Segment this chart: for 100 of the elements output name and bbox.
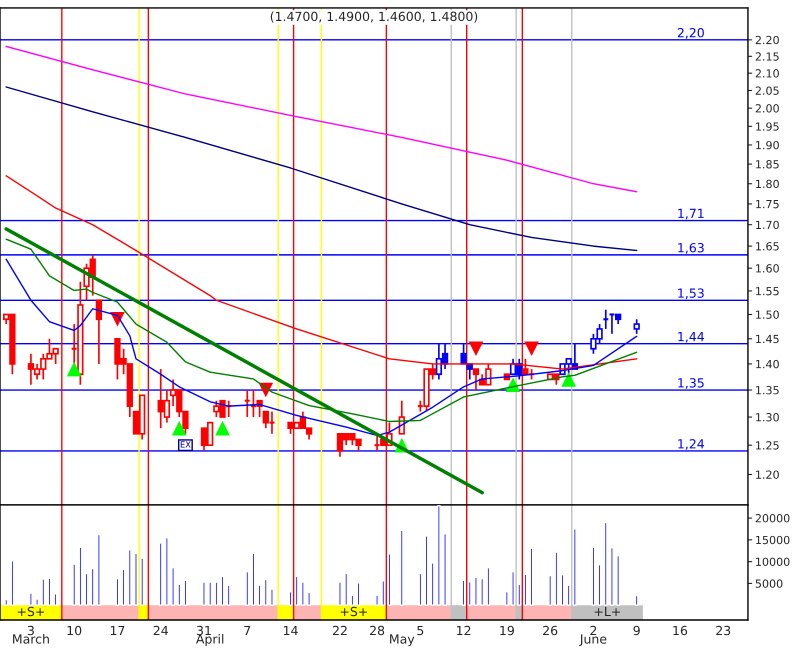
bar <box>344 572 348 606</box>
bar <box>530 547 534 606</box>
bar <box>554 551 558 606</box>
y-tick-label: 1.60 <box>756 264 779 273</box>
y-tick-label: 1.65 <box>756 242 779 251</box>
bar <box>214 581 218 606</box>
x-tick-label: 31 <box>196 626 211 636</box>
x-tick-label: 19 <box>500 626 514 636</box>
y-tick-label: 1.20 <box>756 470 779 479</box>
y-tick-label: 1.30 <box>756 413 779 422</box>
band-label: +L+ <box>594 606 620 616</box>
y-tick-label: 1.95 <box>756 122 779 131</box>
bar <box>97 534 101 606</box>
y-tick-label: 1.75 <box>756 200 779 208</box>
ref-line-label: 1,53 <box>678 288 704 300</box>
bar <box>220 576 224 606</box>
y-tick-label: 1.45 <box>756 334 779 344</box>
bar <box>443 533 447 606</box>
point <box>172 420 187 436</box>
bar <box>202 581 206 606</box>
point <box>66 362 82 376</box>
y-tick-label: 2.15 <box>756 52 779 61</box>
x-tick-label: 14 <box>284 626 298 636</box>
bar <box>375 594 379 606</box>
y-tick-label: 1.85 <box>756 160 779 168</box>
y-tick-label: 1.25 <box>756 441 779 450</box>
bar <box>35 598 39 606</box>
point <box>524 341 539 356</box>
bar <box>122 568 126 606</box>
bar <box>171 567 175 606</box>
bar <box>462 580 466 606</box>
bar <box>84 572 88 606</box>
ref-line-label: 1,44 <box>678 332 704 343</box>
point <box>561 372 576 387</box>
bar <box>418 572 422 606</box>
point <box>215 420 230 436</box>
x-tick-label: 17 <box>110 626 124 636</box>
bar <box>634 594 638 606</box>
candlestick <box>602 308 610 330</box>
ref-line-label: 1,35 <box>678 378 704 389</box>
y-tick-label: 5000 <box>756 579 782 588</box>
bar <box>486 567 490 606</box>
y-tick-label: 1.90 <box>756 140 779 150</box>
bar <box>307 591 311 606</box>
x2-tick-label: April <box>196 634 224 646</box>
y-tick-label: 1.70 <box>756 220 779 230</box>
bar <box>29 592 33 606</box>
bar <box>208 581 212 606</box>
y-tick-label: 2.20 <box>756 36 779 44</box>
x-tick-label: 26 <box>543 626 558 636</box>
chart-title: (1.4700, 1.4900, 1.4600, 1.4800) <box>270 11 478 23</box>
x-tick-label: 16 <box>673 626 688 636</box>
bar <box>116 578 120 606</box>
bar <box>134 552 138 606</box>
candlestick <box>472 368 480 391</box>
x-tick-label: 12 <box>457 626 470 636</box>
x2-tick-label: June <box>579 634 606 646</box>
ref-line-label: 1,24 <box>678 439 704 450</box>
y-tick-label: 1.40 <box>756 360 779 368</box>
x-tick-label: 24 <box>154 626 168 636</box>
bar <box>184 580 188 606</box>
bar <box>400 530 404 606</box>
bar <box>610 546 614 606</box>
y-tick-label: 15000 <box>756 536 790 544</box>
bar <box>468 580 472 606</box>
x-tick-label: 3 <box>28 626 34 636</box>
bar <box>301 581 305 606</box>
y-tick-label: 10000 <box>756 558 790 566</box>
point <box>468 341 484 356</box>
bar <box>505 590 509 606</box>
bar <box>294 576 298 606</box>
x-tick-label: 28 <box>370 626 384 636</box>
annotation: EX <box>180 441 191 448</box>
bar <box>424 535 428 606</box>
y-tick-label: 1.50 <box>756 310 779 319</box>
bar <box>258 584 262 606</box>
y-tick-label: 2.05 <box>756 86 779 95</box>
y-tick-label: 2.10 <box>756 69 779 78</box>
y-tick-label: 2.00 <box>756 104 779 113</box>
bar <box>560 574 564 606</box>
bar <box>616 554 620 606</box>
x2-tick-label: May <box>390 634 414 646</box>
bar <box>54 593 58 606</box>
ref-line-label: 1,63 <box>678 242 704 254</box>
y-tick-label: 20000 <box>756 514 790 522</box>
bar <box>573 528 577 606</box>
bar <box>48 577 52 606</box>
y-tick-label: 1.80 <box>756 180 779 188</box>
bar <box>177 584 182 606</box>
band-label: +S+ <box>340 606 367 616</box>
x-tick-label: 22 <box>332 626 347 636</box>
bar <box>245 570 250 606</box>
ref-line-label: 2,20 <box>678 28 704 39</box>
bar <box>592 546 596 606</box>
bar <box>252 552 256 606</box>
bar <box>338 581 342 606</box>
x-tick-label: 7 <box>244 626 250 636</box>
ref-line-label: 1,71 <box>678 208 704 220</box>
bar <box>78 546 82 606</box>
x-tick-label: 23 <box>716 626 730 636</box>
